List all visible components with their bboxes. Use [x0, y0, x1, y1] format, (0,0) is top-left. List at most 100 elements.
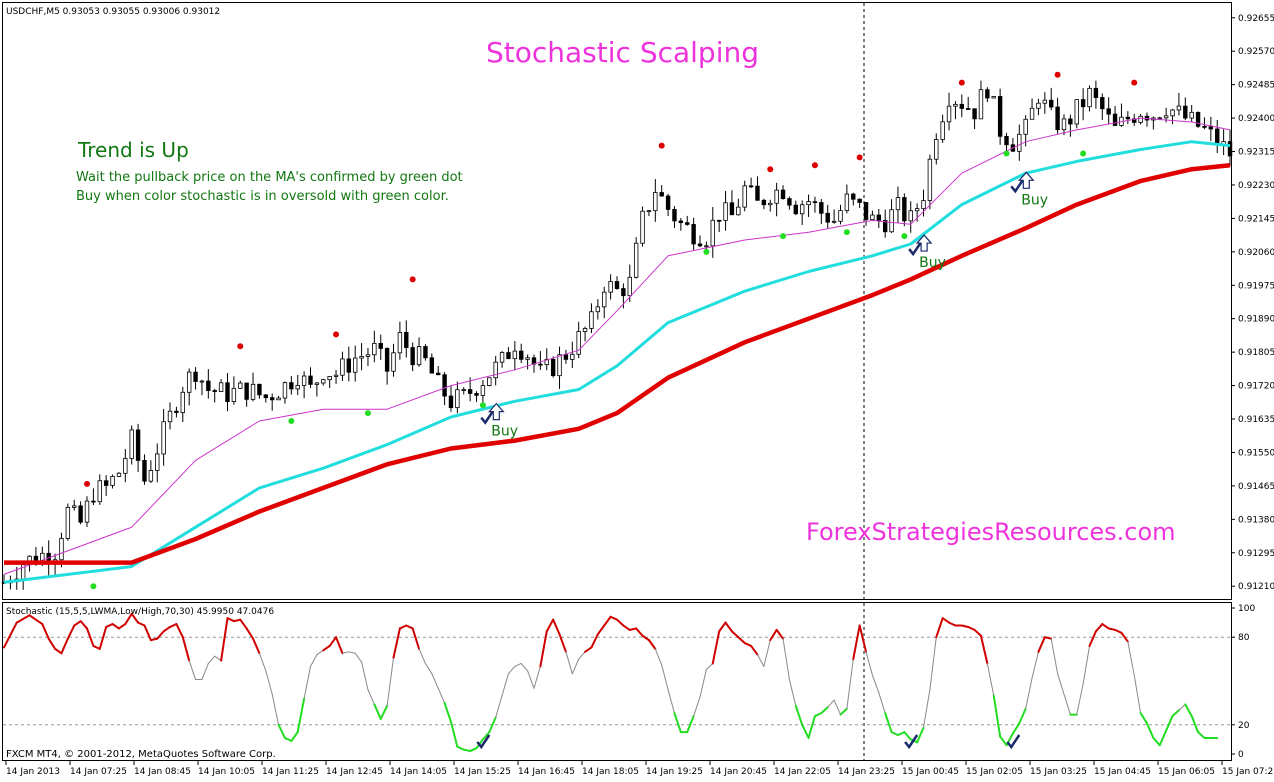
candle-body: [1049, 99, 1054, 108]
candle-body: [806, 201, 811, 206]
stoch-buy-checkmark: [1006, 734, 1021, 750]
candle-body: [582, 328, 588, 332]
stochastic-segment: [1076, 683, 1084, 716]
candle-body: [512, 350, 518, 360]
candle-body: [672, 209, 677, 222]
candle-body: [991, 96, 996, 99]
candle-body: [985, 89, 990, 99]
candle-body: [161, 421, 166, 455]
stochastic-segment: [98, 625, 108, 650]
candle-body: [710, 219, 715, 247]
stochastic-line-layer: [3, 612, 1219, 753]
candle-body: [1093, 87, 1099, 98]
stochastic-segment: [405, 624, 414, 630]
stochastic-segment: [265, 670, 273, 695]
candle-body: [404, 332, 409, 348]
stochastic-segment: [105, 623, 114, 628]
candle-body: [550, 358, 556, 377]
candle-body: [1061, 118, 1067, 131]
stochastic-segment: [667, 689, 675, 714]
stochastic-segment: [1120, 631, 1129, 643]
candle-body: [1068, 118, 1073, 125]
candle-body: [563, 354, 569, 360]
green-dot: [703, 248, 710, 255]
candle-body: [965, 108, 971, 110]
stochastic-segment: [86, 627, 95, 647]
candle-body: [487, 377, 492, 386]
stoch-tick-label: 20: [1238, 721, 1250, 731]
stochastic-segment: [1197, 731, 1206, 739]
stochastic-segment: [162, 625, 172, 633]
candle-body: [1074, 99, 1079, 125]
red-dot: [811, 162, 818, 169]
annotation-line-1: Wait the pullback price on the MA's conf…: [76, 170, 463, 185]
green-dot: [479, 402, 486, 409]
candle-body: [1017, 133, 1022, 152]
stochastic-segment: [878, 692, 886, 714]
candle-body: [1087, 87, 1092, 108]
stochastic-segment: [201, 662, 209, 681]
candle-body: [972, 108, 977, 120]
stochastic-segment: [137, 621, 146, 627]
candle-body: [863, 202, 869, 220]
stoch-tick-label: 100: [1238, 604, 1255, 614]
red-dot: [333, 331, 340, 338]
candle-body: [250, 383, 256, 400]
stochastic-segment: [603, 615, 612, 627]
buy-arrow-icon: [915, 234, 933, 252]
candle-body: [59, 538, 64, 561]
stochastic-segment: [348, 651, 356, 654]
candle-body: [1227, 141, 1233, 157]
stochastic-segment: [3, 621, 18, 649]
red-dot: [958, 79, 965, 86]
candle-body: [378, 342, 383, 349]
stochastic-segment: [545, 618, 555, 633]
stochastic-segment: [207, 655, 216, 664]
stochastic-segment: [839, 707, 848, 716]
stochastic-segment: [149, 637, 159, 642]
stochastic-segment: [699, 668, 707, 698]
stochastic-segment: [469, 747, 478, 753]
candle-body: [691, 224, 696, 245]
stochastic-segment: [424, 662, 433, 675]
time-tick-label: 14 Jan 15:25: [454, 767, 511, 777]
stochastic-segment: [514, 662, 522, 667]
stochastic-segment: [801, 723, 810, 739]
candle-body: [940, 121, 945, 140]
stochastic-segment: [641, 634, 650, 642]
candle-body: [729, 202, 735, 216]
candle-body: [244, 382, 249, 400]
stochastic-segment: [896, 731, 906, 737]
stochastic-segment: [929, 636, 937, 691]
stochastic-segment: [596, 624, 606, 636]
stochastic-segment: [1088, 630, 1097, 647]
time-tick-label: 14 Jan 08:45: [134, 767, 191, 777]
stochastic-segment: [303, 665, 311, 700]
candle-body: [193, 371, 198, 382]
stochastic-segment: [1094, 623, 1104, 633]
candle-body: [186, 371, 192, 393]
stochastic-segment: [820, 706, 829, 715]
candle-body: [1029, 107, 1035, 120]
candle-body: [959, 103, 965, 109]
stochastic-segment: [130, 612, 140, 624]
candle-body: [755, 185, 760, 201]
buy-checkmark: [1010, 178, 1025, 194]
stochastic-segment: [986, 662, 995, 697]
ma-slow-line: [4, 163, 1231, 565]
candle-body: [365, 354, 371, 357]
stochastic-segment: [226, 617, 235, 623]
stochastic-segment: [1057, 673, 1065, 695]
candle-body: [1023, 118, 1028, 135]
candle-body: [914, 208, 920, 212]
candle-body: [525, 357, 530, 360]
stochastic-segment: [1184, 703, 1193, 718]
candle-body: [442, 374, 447, 397]
stochastic-segment: [143, 624, 152, 642]
candle-body: [723, 202, 728, 221]
candle-body: [889, 209, 894, 233]
candle-body: [716, 219, 722, 222]
stochastic-segment: [654, 648, 663, 666]
